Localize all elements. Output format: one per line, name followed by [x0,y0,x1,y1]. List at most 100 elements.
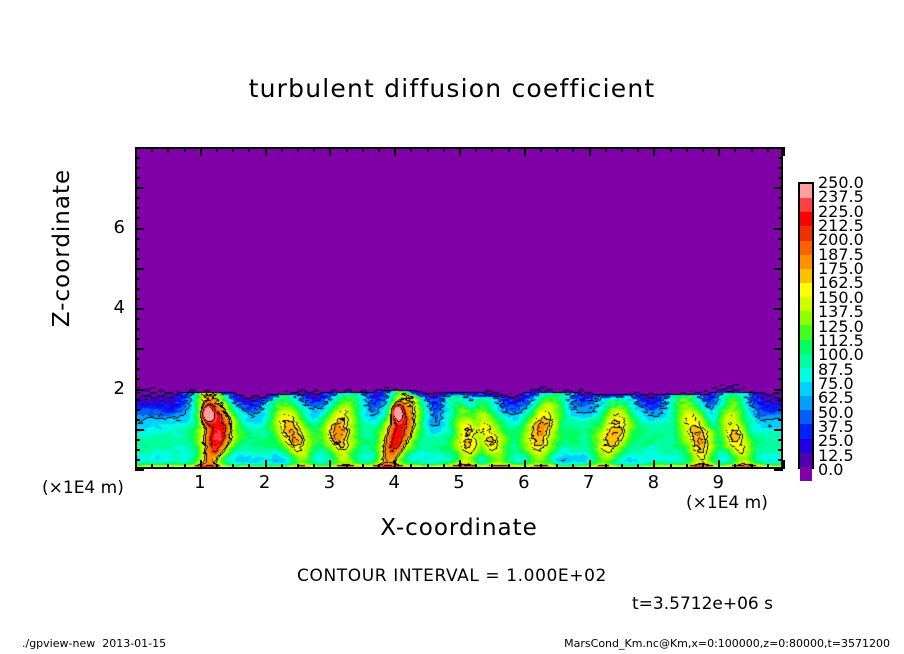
colorbar-band [800,353,812,368]
colorbar-band [800,282,812,298]
x-tick [621,464,623,469]
x-tick [540,147,542,152]
colorbar-band [800,212,812,227]
x-tick [443,464,445,469]
x-tick [589,460,591,469]
y-tick [778,358,783,360]
x-tick [524,147,526,156]
colorbar-tick-label: 225.0 [818,201,864,221]
x-tick [702,147,704,152]
y-tick [778,197,783,199]
x-tick [427,464,429,469]
colorbar-band [800,254,812,269]
y-tick [778,248,783,250]
colorbar-tick-label: 162.5 [818,273,864,293]
y-tick [774,187,783,189]
footer-source-label: MarsCond_Km.nc@Km,x=0:100000,z=0:80000,t… [564,637,890,650]
colorbar-band [800,325,812,340]
x-tick [783,147,785,156]
plot-area [135,147,783,469]
x-tick [475,464,477,469]
y-tick [135,288,140,290]
y-tick [778,278,783,280]
colorbar-tick-label: 237.5 [818,187,864,207]
x-tick [297,464,299,469]
x-tick [184,147,186,152]
y-tick [778,399,783,401]
x-tick [475,147,477,152]
x-tick [200,460,202,469]
x-tick [540,464,542,469]
colorbar-band [800,396,812,411]
y-tick [778,338,783,340]
y-tick [135,328,140,330]
x-tick [394,460,396,469]
y-tick [135,409,140,411]
colorbar-tick-label: 200.0 [818,230,864,250]
y-tick [135,348,144,350]
x-tick [313,464,315,469]
x-tick [605,147,607,152]
y-tick [135,167,140,169]
y-tick [774,228,783,230]
y-tick [774,147,783,149]
y-tick [135,338,140,340]
y-tick [774,268,783,270]
y-tick [135,368,140,370]
colorbar-band [800,466,812,481]
x-tick [686,147,688,152]
x-tick-label: 1 [194,472,206,493]
x-tick [248,147,250,152]
colorbar-tick-label: 50.0 [818,402,854,422]
x-tick [491,147,493,152]
colorbar-tick-label: 0.0 [818,460,844,479]
colorbar-tick-label: 250.0 [818,173,864,192]
colorbar-tick-label: 75.0 [818,373,854,393]
x-tick [378,147,380,152]
x-tick [670,147,672,152]
x-tick [265,460,267,469]
y-tick [135,378,140,380]
x-tick [751,464,753,469]
x-tick [589,147,591,156]
y-tick [778,177,783,179]
y-tick [135,197,140,199]
x-tick [248,464,250,469]
y-tick [778,298,783,300]
x-tick [702,464,704,469]
y-tick [774,469,783,471]
x-tick-label: 7 [582,472,595,493]
x-tick [427,147,429,152]
x-tick [313,147,315,152]
x-tick [734,464,736,469]
colorbar-tick-label: 87.5 [818,359,854,379]
x-tick [459,147,461,156]
y-tick [135,147,144,149]
y-tick [778,419,783,421]
y-tick [778,288,783,290]
y-tick [135,429,144,431]
x-tick [767,464,769,469]
y-tick [778,318,783,320]
x-axis-unit-label: (×1E4 m) [686,493,768,513]
colorbar-band [800,410,812,425]
colorbar-labels: 250.0 237.5 225.0 212.5 200.0 187.5 175.0 162.5… [818,175,898,478]
colorbar-band [800,367,812,382]
y-tick [774,429,783,431]
colorbar-band [800,268,812,283]
y-axis-title: Z-coordinate [49,168,75,328]
colorbar-tick-label: 37.5 [818,416,854,436]
x-tick-label: 6 [518,472,530,493]
colorbar-tick-label: 137.5 [818,302,864,322]
x-tick [734,147,736,152]
colorbar-tick-label: 150.0 [818,287,864,307]
x-tick [686,464,688,469]
y-tick [778,449,783,451]
y-tick [135,308,144,310]
y-tick [774,389,783,391]
y-tick [135,419,140,421]
y-tick [778,258,783,260]
y-tick [135,298,140,300]
x-tick [216,464,218,469]
colorbar-band [800,198,812,213]
